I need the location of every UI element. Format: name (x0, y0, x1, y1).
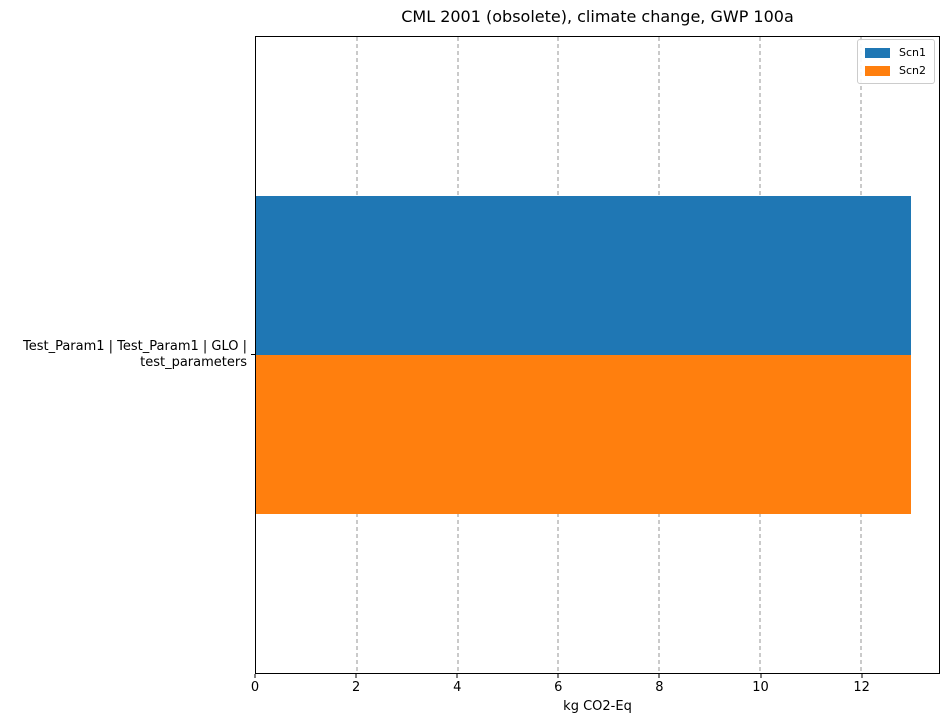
x-tick-mark (557, 674, 559, 678)
x-tick-label: 8 (655, 680, 664, 695)
x-tick-label: 10 (752, 680, 769, 695)
chart-title: CML 2001 (obsolete), climate change, GWP… (401, 7, 794, 26)
legend-item: Scn2 (864, 63, 926, 78)
x-tick-mark (355, 674, 357, 678)
x-tick-label: 6 (554, 680, 563, 695)
x-axis-label: kg CO2-Eq (563, 699, 632, 714)
x-tick-mark (658, 674, 660, 678)
legend-swatch (864, 47, 890, 58)
x-tick-label: 12 (853, 680, 870, 695)
x-tick-mark (254, 674, 256, 678)
plot-area: Scn1 Scn2 (255, 36, 940, 674)
x-tick-label: 4 (453, 680, 462, 695)
y-axis-category-label: Test_Param1 | Test_Param1 | GLO | test_p… (22, 339, 247, 370)
x-tick-label: 0 (250, 680, 260, 695)
x-tick-mark (760, 674, 762, 678)
bar-scn2 (256, 355, 912, 514)
y-axis-tick-mark (251, 354, 255, 355)
x-tick-mark (456, 674, 458, 678)
legend-label: Scn1 (898, 46, 926, 59)
x-axis-tick-marks (254, 674, 940, 678)
bar-scn1 (256, 196, 912, 355)
legend: Scn1 Scn2 (856, 39, 935, 84)
legend-item: Scn1 (864, 45, 926, 60)
x-axis-tick-labels: 0 2 4 6 8 10 12 (251, 680, 940, 696)
x-tick-mark (861, 674, 863, 678)
x-tick-label: 2 (351, 680, 361, 695)
legend-label: Scn2 (898, 64, 926, 77)
legend-swatch (864, 65, 890, 76)
